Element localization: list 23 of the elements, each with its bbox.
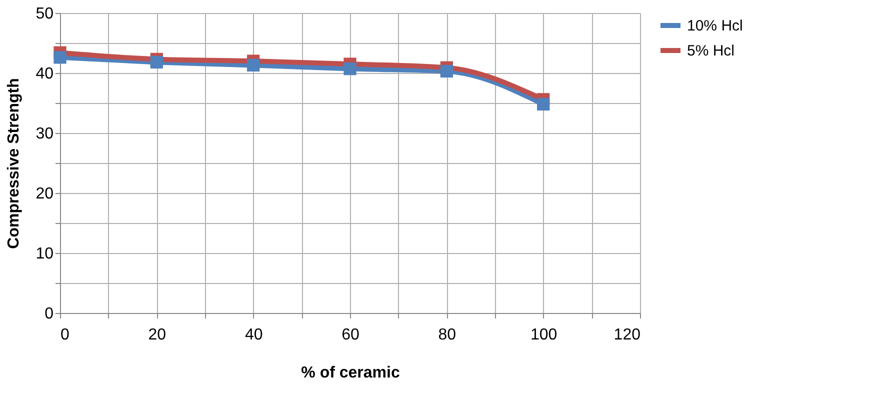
y-tick-label: 40 bbox=[36, 66, 54, 82]
legend-label: 10% Hcl bbox=[687, 18, 743, 34]
y-tick-label: 20 bbox=[36, 186, 54, 202]
y-tick-label: 50 bbox=[36, 6, 54, 22]
point bbox=[344, 62, 356, 76]
legend-label: 5% Hcl bbox=[687, 42, 735, 60]
point bbox=[54, 51, 66, 64]
point bbox=[537, 98, 550, 111]
x-tick-label: 0 bbox=[60, 326, 70, 344]
x-tick-label: 60 bbox=[342, 326, 360, 344]
y-tick-label: 0 bbox=[44, 306, 54, 322]
y-axis-title: Compressive Strength bbox=[6, 78, 23, 249]
x-tick-label: 100 bbox=[530, 326, 558, 344]
y-tick-label: 30 bbox=[36, 126, 54, 142]
x-tick-label: 80 bbox=[438, 326, 456, 344]
x-axis-title: % of ceramic bbox=[301, 364, 400, 382]
x-tick-label: 40 bbox=[244, 326, 263, 344]
point bbox=[247, 58, 260, 72]
point bbox=[150, 56, 163, 69]
x-tick-label: 20 bbox=[148, 326, 166, 344]
x-tick-label: 120 bbox=[614, 326, 641, 344]
y-tick-label: 10 bbox=[36, 246, 54, 262]
point bbox=[440, 64, 453, 78]
